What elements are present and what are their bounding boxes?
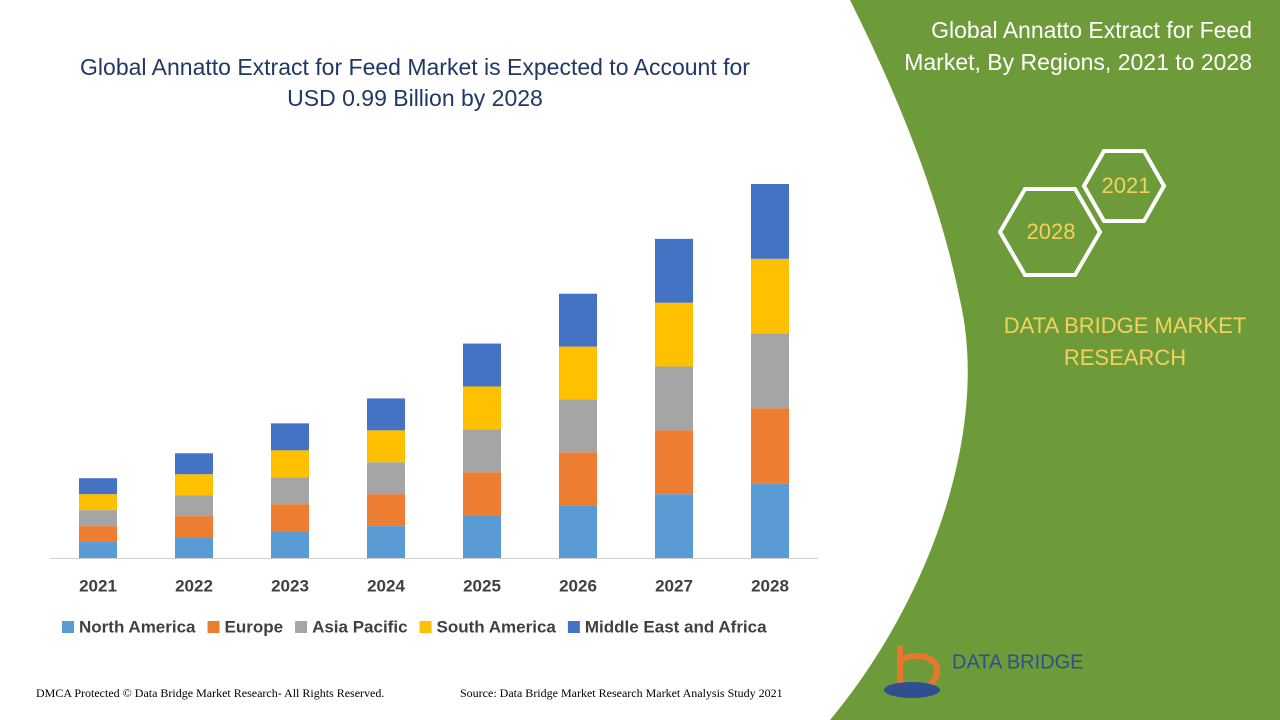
bar-segment — [271, 450, 309, 478]
bar-segment — [271, 504, 309, 532]
legend-swatch — [62, 621, 74, 633]
bar-segment — [79, 478, 117, 495]
bar-segment — [79, 526, 117, 543]
x-tick-label: 2026 — [559, 576, 597, 595]
x-tick-label: 2022 — [175, 576, 213, 595]
bar-segment — [655, 302, 693, 367]
logo-icon — [884, 682, 940, 698]
legend-label: Middle East and Africa — [585, 617, 767, 636]
bar-segment — [751, 333, 789, 409]
hexagon — [997, 187, 1103, 277]
bar-segment — [367, 526, 405, 558]
legend-label: North America — [79, 617, 196, 636]
bar-segment — [559, 505, 597, 558]
bar-segment — [271, 477, 309, 505]
bar-segment — [751, 184, 789, 259]
bar-segment — [751, 408, 789, 484]
bar-segment — [175, 516, 213, 538]
bar-segment — [79, 542, 117, 558]
x-tick-label: 2021 — [79, 576, 117, 595]
bar-segment — [751, 483, 789, 558]
x-tick-label: 2023 — [271, 576, 309, 595]
bar-segment — [175, 453, 213, 475]
hex-label: 2021 — [1102, 173, 1151, 198]
x-tick-label: 2028 — [751, 576, 789, 595]
bar-segment — [655, 238, 693, 303]
bar-segment — [463, 343, 501, 387]
bar-segment — [751, 258, 789, 334]
hexagon — [1081, 149, 1167, 223]
bar-segment — [463, 515, 501, 558]
legend-label: Europe — [225, 617, 284, 636]
chart-title: Global Annatto Extract for Feed Market i… — [80, 54, 750, 111]
bar-segment — [271, 531, 309, 558]
bar-segment — [655, 494, 693, 558]
bar-segment — [559, 399, 597, 453]
bar-segment — [559, 452, 597, 506]
legend-label: Asia Pacific — [312, 617, 407, 636]
bar-segment — [559, 293, 597, 347]
x-tick-label: 2024 — [367, 576, 405, 595]
legend-swatch — [295, 621, 308, 633]
bar-segment — [175, 474, 213, 496]
logo-text: DATA BRIDGE — [952, 651, 1084, 673]
legend-swatch — [567, 621, 580, 633]
footer-right: Source: Data Bridge Market Research Mark… — [460, 686, 783, 700]
bar-segment — [271, 423, 309, 451]
bar-segment — [175, 537, 213, 558]
bar-segment — [79, 510, 117, 527]
bar-segment — [175, 495, 213, 517]
bar-segment — [655, 430, 693, 495]
legend-swatch — [419, 621, 432, 633]
sidebar-title: Global Annatto Extract for Feed Market, … — [904, 17, 1252, 75]
bar-segment — [463, 429, 501, 473]
bar-segment — [79, 494, 117, 511]
hex-label: 2028 — [1027, 219, 1076, 244]
bar-segment — [463, 386, 501, 430]
footer-left: DMCA Protected © Data Bridge Market Rese… — [36, 686, 385, 700]
x-tick-label: 2027 — [655, 576, 693, 595]
legend-label: South America — [437, 617, 557, 636]
bar-segment — [367, 462, 405, 495]
bar-segment — [367, 494, 405, 527]
x-tick-label: 2025 — [463, 576, 501, 595]
legend-swatch — [207, 621, 220, 633]
side-panel — [830, 0, 1280, 720]
bar-segment — [367, 430, 405, 463]
brand: DATA BRIDGE MARKET RESEARCH — [1003, 313, 1247, 370]
bar-segment — [655, 366, 693, 431]
bar-segment — [463, 472, 501, 516]
bar-segment — [367, 398, 405, 431]
bar-segment — [559, 346, 597, 400]
